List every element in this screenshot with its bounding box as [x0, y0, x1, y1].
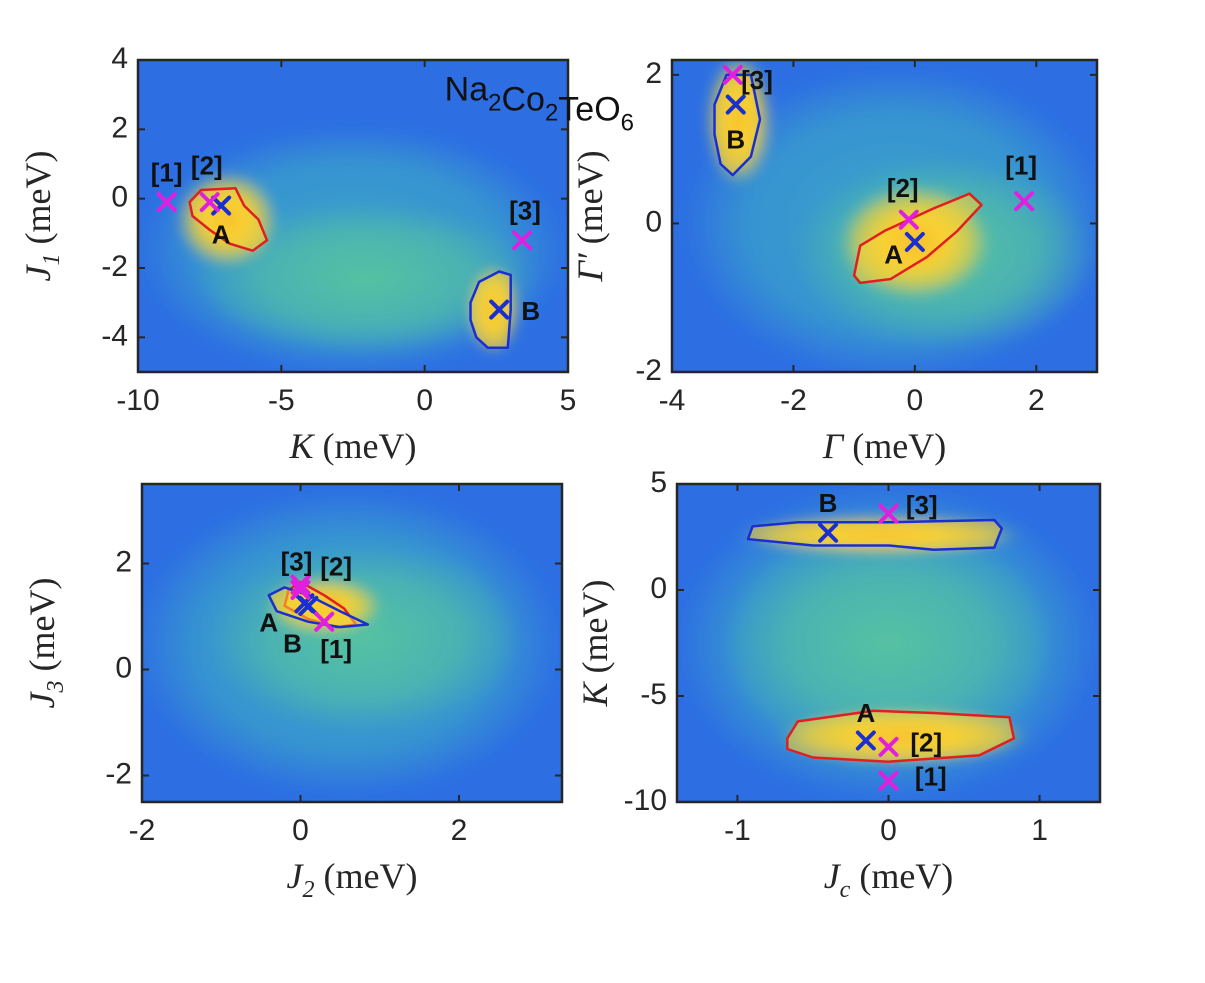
heatmap-blob [205, 542, 523, 734]
heatmap-blob [195, 202, 540, 355]
y-axis-label: Γ′ (meV) [570, 150, 610, 282]
marker-reference-3 [512, 230, 533, 251]
point-label: [3] [281, 546, 313, 576]
marker-model-B [298, 595, 319, 616]
panel-p2: AB[1][2][3]-4 -2 0 220-2Γ (meV)Γ′ (meV) [570, 57, 1099, 466]
y-tick-label: 5 [650, 466, 667, 499]
x-tick-label: 2 [1028, 384, 1045, 417]
y-tick-label: -5 [640, 678, 667, 711]
point-label: [1] [320, 634, 352, 664]
x-tick-label: 0 [907, 384, 924, 417]
y-tick-label: 0 [645, 205, 662, 238]
marker-model-B [489, 299, 510, 320]
marker-model-A [855, 730, 876, 751]
contour-region-A [786, 709, 1016, 763]
axes-frame [136, 58, 570, 374]
x-tick-label: 0 [292, 814, 309, 847]
point-label: A [856, 698, 875, 728]
marker-reference-2 [898, 209, 919, 230]
axes-frame [670, 58, 1099, 374]
marker-reference-2 [290, 580, 311, 600]
point-label: [1] [915, 762, 947, 792]
marker-reference-2 [878, 736, 899, 757]
point-label: [2] [887, 173, 919, 203]
y-tick-label: 0 [650, 572, 667, 605]
point-label: A [259, 607, 278, 637]
x-axis-label: Jc (meV) [824, 856, 954, 903]
y-tick-label: 0 [111, 181, 128, 214]
point-label: B [521, 296, 540, 326]
x-tick-label: -10 [116, 384, 159, 417]
x-tick-label: -5 [268, 384, 295, 417]
point-label: [2] [191, 150, 223, 180]
x-tick-label: 2 [451, 814, 468, 847]
heatmap-field [142, 489, 562, 797]
y-tick-label: -2 [635, 354, 662, 387]
y-tick-label: 2 [115, 545, 132, 578]
marker-reference-2 [199, 192, 220, 213]
y-tick-label: 0 [115, 651, 132, 684]
x-tick-label: -2 [780, 384, 807, 417]
point-label: [3] [509, 195, 541, 225]
point-label: [1] [151, 157, 183, 187]
panel-p1: A B [1] [2] [3] -10 -5 0 5 4 2 0 -2 -4 K (meV) J1 (meV)… [18, 42, 634, 466]
point-label: [1] [1005, 151, 1037, 181]
y-axis-label: K (meV) [575, 580, 615, 708]
x-tick-label: -1 [724, 814, 751, 847]
contour-region-B [469, 270, 512, 349]
heatmap-blob [722, 526, 1055, 760]
point-label: A [212, 220, 231, 250]
x-axis-label: Γ (meV) [822, 426, 946, 466]
x-tick-label: 5 [560, 384, 577, 417]
y-tick-label: -10 [624, 784, 667, 817]
x-tick-label: -2 [129, 814, 156, 847]
marker-reference-3 [290, 574, 311, 595]
inset-formula-title: Na2Co2TeO6 [445, 71, 634, 137]
y-tick-label: 4 [111, 42, 128, 75]
marker-reference-3 [722, 64, 743, 85]
y-tick-label: -2 [101, 250, 128, 283]
marker-reference-1 [156, 192, 177, 213]
marker-model-A [904, 232, 925, 252]
y-axis-label: J1 (meV) [18, 151, 65, 282]
marker-reference-3 [878, 503, 899, 524]
point-label: [2] [320, 552, 352, 582]
point-label: [3] [906, 490, 938, 520]
marker-model-B [818, 522, 839, 543]
point-label: B [726, 125, 745, 155]
marker-reference-1 [1014, 191, 1035, 212]
x-tick-label: 1 [1031, 814, 1048, 847]
x-tick-label: 0 [880, 814, 897, 847]
point-label: [3] [741, 65, 773, 95]
x-axis-label: K (meV) [289, 426, 417, 466]
x-tick-label: -4 [659, 384, 686, 417]
y-axis-label: J3 (meV) [22, 578, 69, 709]
point-label: [2] [910, 728, 942, 758]
axes-frame [140, 482, 564, 804]
point-label: A [884, 240, 903, 270]
y-tick-label: 2 [111, 111, 128, 144]
x-axis-label: J2 (meV) [287, 856, 418, 903]
point-label: B [819, 488, 838, 518]
point-label: B [283, 629, 302, 659]
marker-reference-1 [878, 770, 899, 791]
marker-model-B [725, 94, 746, 115]
y-tick-label: -2 [105, 757, 132, 790]
x-tick-label: 0 [416, 384, 433, 417]
panel-p3: AB [1] [2][3] -2 0 2 2 0 -2 J2 (meV) J3 (meV) [22, 482, 564, 903]
contour-region-B [746, 518, 1004, 551]
y-tick-label: -4 [101, 319, 128, 352]
heatmap-field [138, 125, 568, 372]
marker-reference-1 [314, 611, 335, 632]
y-tick-label: 2 [645, 57, 662, 90]
